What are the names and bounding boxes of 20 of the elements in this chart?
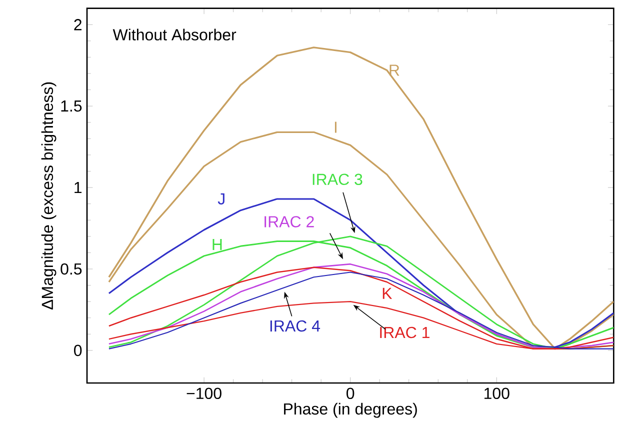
x-tick-label: 100 xyxy=(484,388,510,400)
y-tick-label: 1 xyxy=(74,182,82,194)
series-label: I xyxy=(334,122,336,133)
x-tick-label: −100 xyxy=(186,388,222,400)
series-label: R xyxy=(390,64,400,76)
text: IRAC 3 xyxy=(312,174,362,186)
y-tick-label: 1.5 xyxy=(61,100,82,112)
annotation: Without Absorber xyxy=(112,28,236,40)
y-tick-label: 0.5 xyxy=(60,263,82,275)
series-label: H xyxy=(212,239,222,250)
series-label: J xyxy=(218,193,224,204)
text: IRAC 2 xyxy=(264,216,314,228)
series-label: IRAC 4 xyxy=(270,320,320,332)
series-label: IRAC 1 xyxy=(380,326,430,338)
y-axis-title: ΔMagnitude (excess brightness) xyxy=(41,82,56,310)
y-tick-label: 0 xyxy=(74,344,82,356)
y-tick-label: 2 xyxy=(74,19,82,30)
series-label: K xyxy=(382,288,392,299)
x-tick-label: 0 xyxy=(346,388,354,400)
x-axis-title: Phase (in degrees) xyxy=(284,402,417,418)
